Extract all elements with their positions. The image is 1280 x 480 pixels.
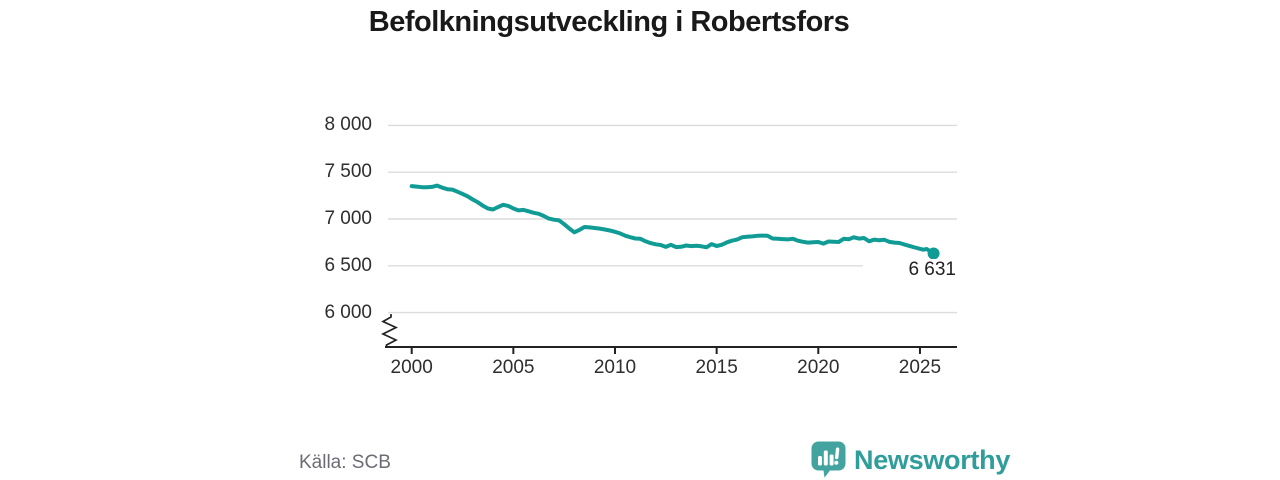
x-tick-label: 2005: [492, 357, 535, 378]
source-note: Källa: SCB: [299, 452, 391, 473]
y-tick-label: 7 000: [324, 208, 372, 229]
y-tick-label: 6 500: [324, 254, 372, 276]
x-tick-label: 2025: [898, 357, 942, 378]
newsworthy-chart-bubble-icon: [811, 441, 846, 478]
y-tick-label: 8 000: [324, 114, 372, 136]
x-tick-label: 2000: [390, 357, 433, 378]
brand-logo: Newsworthy: [810, 440, 1010, 479]
x-tick-label: 2020: [797, 357, 840, 378]
chart-title: Befolkningsutveckling i Robertsfors: [368, 6, 850, 38]
x-tick-label: 2010: [593, 357, 637, 378]
end-point-marker: [927, 247, 940, 260]
y-tick-label: 6 000: [324, 301, 372, 323]
y-tick-label: 7 500: [324, 161, 372, 183]
last-value-label: 6 631: [863, 258, 957, 280]
brand-wordmark: Newsworthy: [854, 444, 1011, 475]
axis-break-icon: [381, 314, 398, 347]
population-line: [409, 183, 936, 256]
x-tick-label: 2015: [695, 357, 738, 378]
